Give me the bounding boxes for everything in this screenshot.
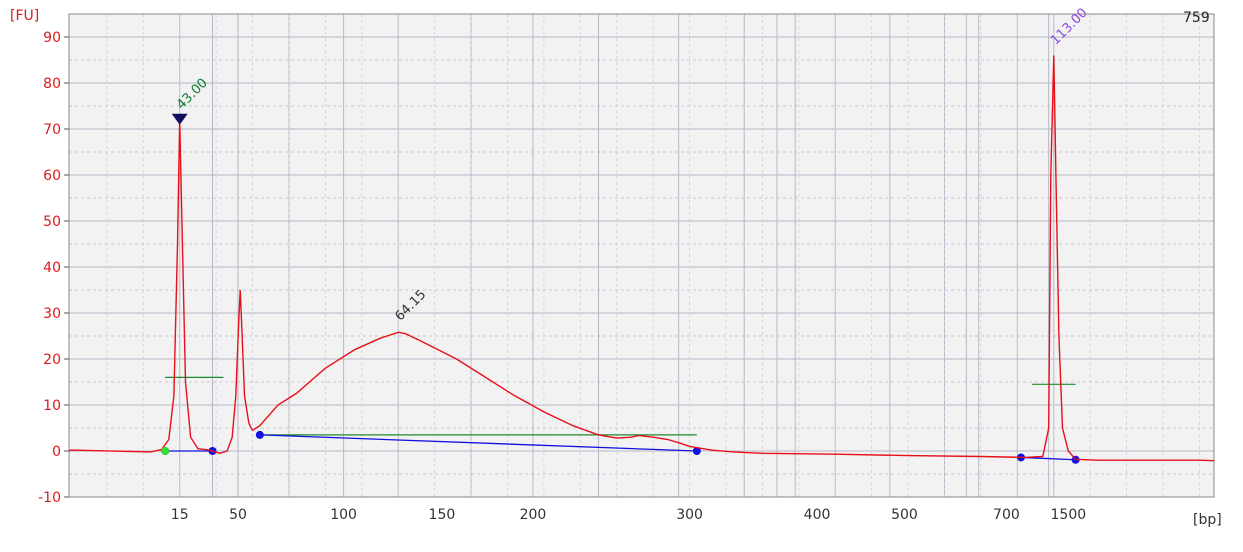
x-tick-label: 1500: [1051, 507, 1087, 523]
y-tick-label: -10: [38, 490, 61, 506]
x-tick-label: 400: [804, 507, 831, 523]
markers: [161, 113, 188, 455]
x-axis-unit-label: [bp]: [1193, 512, 1222, 528]
baseline-endpoint: [255, 430, 264, 439]
y-tick-label: 80: [43, 76, 61, 92]
x-tick-label: 100: [330, 507, 357, 523]
baseline-segment: [259, 434, 697, 452]
plot-border: [68, 13, 1215, 498]
y-tick-label: 60: [43, 168, 61, 184]
plot-area: [69, 14, 1214, 497]
green-marker: [161, 447, 170, 455]
y-tick-label: 30: [43, 306, 61, 322]
y-tick-label: 90: [43, 30, 61, 46]
x-tick-label: 300: [676, 507, 703, 523]
y-axis-unit-label: [FU]: [10, 8, 39, 24]
y-tick-label: 50: [43, 214, 61, 230]
x-tick-label: 50: [229, 507, 247, 523]
baseline-endpoint: [692, 447, 701, 455]
fluorescence-trace: [68, 55, 1215, 462]
y-tick-label: 10: [43, 398, 61, 414]
peak-triangle-marker: [171, 113, 188, 125]
grid: [69, 13, 1214, 498]
x-tick-label: 700: [993, 507, 1020, 523]
y-tick-label: 70: [43, 122, 61, 138]
axes: -10 0 10 20 30 40 50 60 70 80 90 15 50 100 150 200 300 40…: [38, 13, 1215, 523]
y-tick-label: 40: [43, 260, 61, 276]
x-tick-label: 150: [429, 507, 456, 523]
sample-number-label: 759: [1183, 10, 1210, 26]
x-tick-label: 200: [520, 507, 547, 523]
x-tick-label: 500: [891, 507, 918, 523]
x-tick-label: 15: [171, 507, 189, 523]
y-tick-label: 0: [52, 444, 61, 460]
y-tick-label: 20: [43, 352, 61, 368]
